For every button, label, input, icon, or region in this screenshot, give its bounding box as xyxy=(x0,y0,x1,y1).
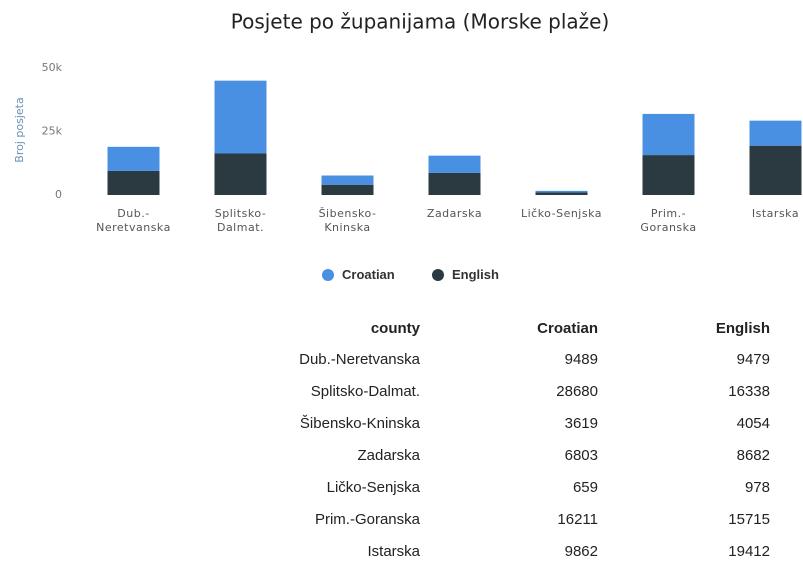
x-tick-label: Zadarska xyxy=(426,207,483,220)
y-axis-label: Broj posjeta xyxy=(13,97,26,162)
table-cell: 978 xyxy=(744,479,770,496)
legend-item: English xyxy=(432,267,499,282)
bar-segment xyxy=(642,113,695,156)
y-tick-label: 50k xyxy=(42,61,63,74)
table-cell: 15715 xyxy=(728,511,770,528)
table-cell: 659 xyxy=(572,479,598,496)
table-cell: 9862 xyxy=(564,543,598,560)
table-cell: 19412 xyxy=(728,543,770,560)
bar-segment xyxy=(428,172,481,195)
x-tick-label: Splitsko-Dalmat. xyxy=(214,207,267,234)
table-cell: Splitsko-Dalmat. xyxy=(310,383,420,400)
table-cell: Istarska xyxy=(367,543,420,560)
table-cell: 6803 xyxy=(564,447,598,464)
bar-segment xyxy=(321,184,374,195)
table-cell: 16338 xyxy=(728,383,770,400)
legend-marker xyxy=(432,268,444,281)
table-header: English xyxy=(715,320,770,337)
y-tick-label: 0 xyxy=(55,188,62,201)
x-tick-label: Prim.-Goranska xyxy=(640,207,697,234)
bar-segment xyxy=(107,170,160,195)
table-cell: 9489 xyxy=(564,351,598,368)
bar-segment xyxy=(214,153,267,195)
legend-label: English xyxy=(452,267,499,282)
legend-label: Croatian xyxy=(342,267,395,282)
table-cell: Prim.-Goranska xyxy=(314,511,420,528)
table-header: county xyxy=(370,320,420,337)
bar-segment xyxy=(428,155,481,173)
table-cell: 28680 xyxy=(556,383,598,400)
table-cell: 9479 xyxy=(736,351,770,368)
bar-segment xyxy=(214,80,267,154)
bar-segment xyxy=(535,190,588,193)
table-cell: 16211 xyxy=(557,511,598,528)
bar-segment xyxy=(642,155,695,195)
x-tick-label: Šibensko-Kninska xyxy=(318,207,377,234)
bar-segment xyxy=(107,146,160,171)
table-cell: Ličko-Senjska xyxy=(326,479,420,496)
bar-segment xyxy=(535,192,588,195)
y-tick-label: 25k xyxy=(42,125,63,138)
table-cell: Šibensko-Kninska xyxy=(299,415,420,432)
table-cell: 3619 xyxy=(564,415,598,432)
bar-segment xyxy=(321,175,374,185)
legend-marker xyxy=(322,268,334,281)
chart-title: Posjete po županijama (Morske plaže) xyxy=(231,10,610,34)
legend-item: Croatian xyxy=(322,267,395,282)
table-cell: 8682 xyxy=(736,447,770,464)
table-cell: Zadarska xyxy=(357,447,420,464)
x-tick-label: Ličko-Senjska xyxy=(520,207,603,220)
table-header: Croatian xyxy=(537,320,598,337)
bar-segment xyxy=(749,145,802,195)
x-tick-label: Dub.-Neretvanska xyxy=(96,207,171,234)
table-cell: Dub.-Neretvanska xyxy=(299,351,420,368)
bar-segment xyxy=(749,120,802,146)
x-tick-label: Istarska xyxy=(751,207,800,220)
table-cell: 4054 xyxy=(736,415,770,432)
